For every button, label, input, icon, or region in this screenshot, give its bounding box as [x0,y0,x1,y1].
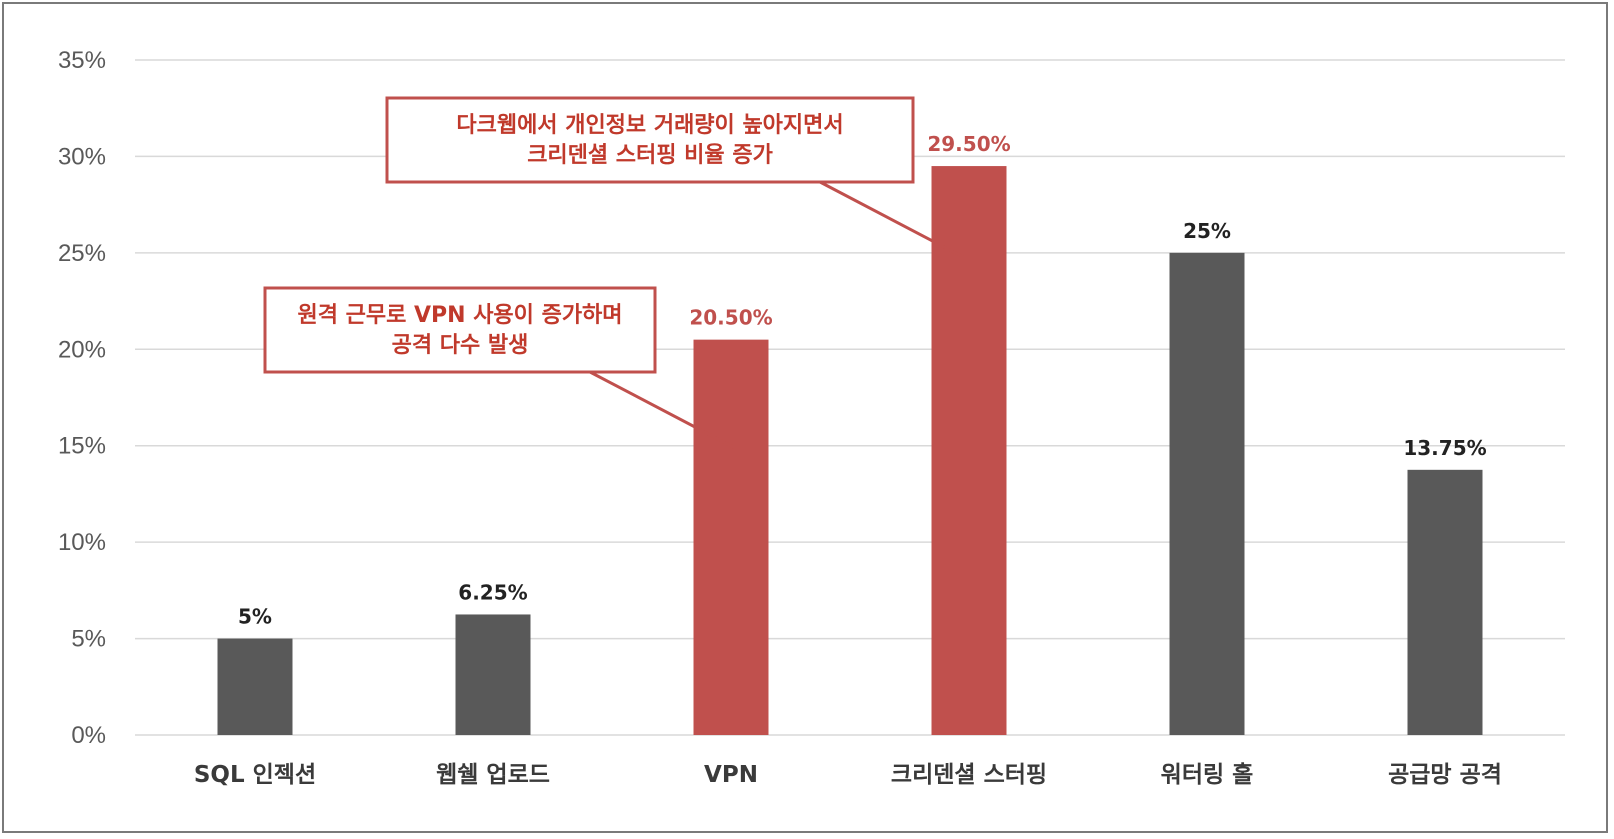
y-tick-label: 30% [58,143,106,170]
data-label: 5% [238,605,272,629]
bar [455,614,531,735]
data-label: 29.50% [927,132,1010,156]
bar [1169,252,1245,735]
data-label: 25% [1183,219,1231,243]
x-tick-label: VPN [704,762,758,788]
callout-pointer [819,180,966,260]
callout-text: 다크웹에서 개인정보 거래량이 높아지면서 [456,113,843,138]
y-tick-label: 10% [58,529,106,556]
y-tick-label: 0% [71,722,106,749]
callout-box [263,286,657,374]
callout-text: 크리덴셜 스터핑 비율 증가 [527,143,773,168]
x-tick-label: 공급망 공격 [1388,762,1502,788]
callout-text: 공격 다수 발생 [392,333,529,358]
x-tick-label: 크리덴셜 스터핑 [891,762,1047,788]
bar [931,166,1007,736]
y-tick-label: 35% [58,47,106,74]
x-tick-label: 워터링 홀 [1161,762,1254,788]
x-tick-label: 웹쉘 업로드 [436,762,550,788]
data-label: 13.75% [1403,436,1486,460]
bar [693,339,769,735]
callout-text: 원격 근무로 VPN 사용이 증가하며 [297,303,622,328]
y-tick-label: 15% [58,433,106,460]
data-label: 20.50% [689,306,772,330]
bar [217,638,293,735]
data-label: 6.25% [458,580,527,604]
callout-box [385,96,915,184]
y-tick-label: 5% [71,626,106,653]
bar [1407,469,1483,735]
y-tick-label: 25% [58,240,106,267]
y-tick-label: 20% [58,336,106,363]
x-tick-label: SQL 인젝션 [194,762,316,788]
callout-pointer [589,370,736,450]
